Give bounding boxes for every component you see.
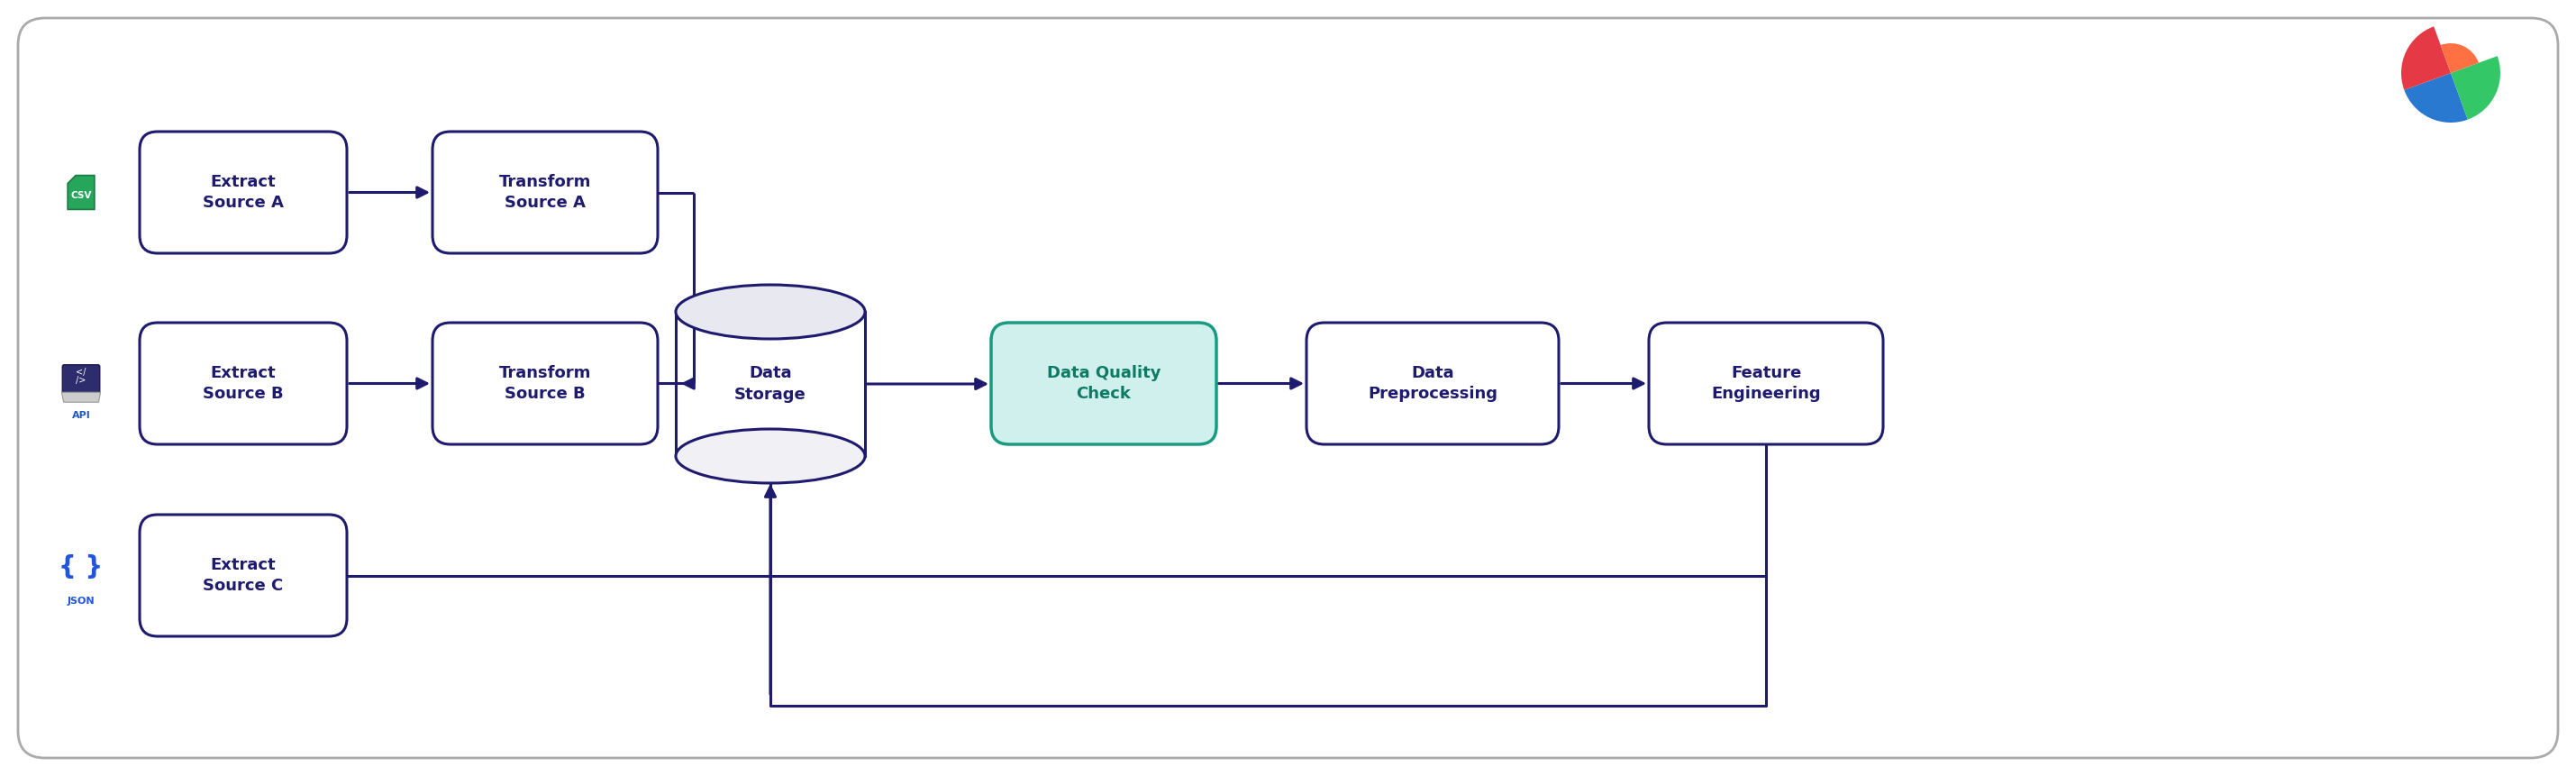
Text: { }: { }: [59, 554, 103, 579]
Polygon shape: [67, 175, 95, 210]
Polygon shape: [675, 312, 866, 456]
Text: Feature
Engineering: Feature Engineering: [1710, 365, 1821, 402]
Polygon shape: [62, 393, 100, 402]
Ellipse shape: [675, 285, 866, 339]
Ellipse shape: [675, 429, 866, 483]
Text: Transform
Source A: Transform Source A: [500, 174, 592, 211]
Wedge shape: [2450, 56, 2501, 120]
Text: JSON: JSON: [67, 596, 95, 605]
FancyBboxPatch shape: [433, 323, 657, 445]
FancyBboxPatch shape: [1649, 323, 1883, 445]
FancyBboxPatch shape: [62, 365, 100, 393]
Text: Extract
Source B: Extract Source B: [204, 365, 283, 402]
FancyBboxPatch shape: [992, 323, 1216, 445]
Wedge shape: [2403, 73, 2468, 123]
Text: API: API: [72, 411, 90, 421]
FancyBboxPatch shape: [139, 514, 348, 636]
Text: Data
Preprocessing: Data Preprocessing: [1368, 365, 1497, 402]
Text: Data Quality
Check: Data Quality Check: [1046, 365, 1162, 402]
Wedge shape: [2401, 26, 2450, 90]
Text: Data
Storage: Data Storage: [734, 365, 806, 403]
Wedge shape: [2439, 43, 2478, 73]
FancyBboxPatch shape: [139, 132, 348, 253]
FancyBboxPatch shape: [18, 18, 2558, 758]
Text: CSV: CSV: [70, 192, 93, 200]
Text: </
/>: </ />: [75, 368, 85, 385]
Text: Transform
Source B: Transform Source B: [500, 365, 592, 402]
FancyBboxPatch shape: [139, 323, 348, 445]
FancyBboxPatch shape: [1306, 323, 1558, 445]
Text: Extract
Source C: Extract Source C: [204, 556, 283, 594]
Text: Extract
Source A: Extract Source A: [204, 174, 283, 211]
FancyBboxPatch shape: [433, 132, 657, 253]
